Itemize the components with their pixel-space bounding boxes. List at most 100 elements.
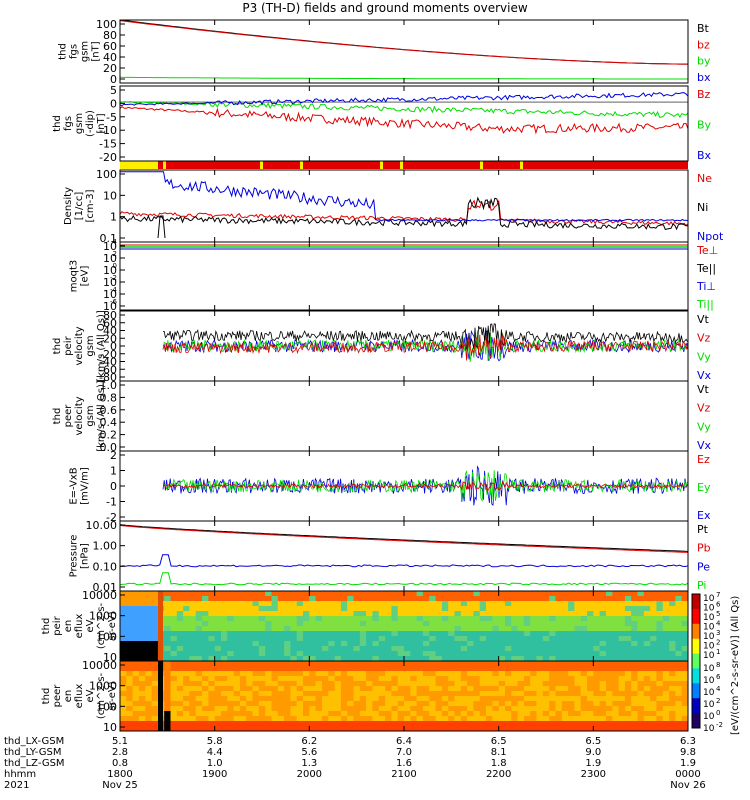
- spectrogram-cell: [176, 701, 184, 707]
- spectrogram-cell: [284, 636, 291, 642]
- spectrogram-cell: [681, 636, 689, 642]
- spectrogram-cell: [429, 611, 436, 617]
- spectrogram-cell: [284, 686, 291, 692]
- spectrogram-cell: [145, 711, 152, 717]
- spectrogram-cell: [315, 706, 323, 712]
- spectrogram-cell: [599, 691, 607, 697]
- spectrogram-cell: [530, 686, 537, 692]
- spectrogram-cell: [441, 661, 449, 667]
- spectrogram-cell: [208, 626, 216, 632]
- spectrogram-cell: [511, 726, 519, 732]
- spectrogram-cell: [328, 596, 336, 602]
- spectrogram-cell: [404, 671, 411, 677]
- spectrogram-cell: [523, 656, 531, 662]
- spectrogram-cell: [574, 681, 582, 687]
- spectrogram-cell: [681, 686, 689, 692]
- spectrogram-cell: [612, 691, 620, 697]
- spectrogram-cell: [138, 606, 146, 612]
- spectrogram-cell: [366, 646, 373, 652]
- spectrogram-cell: [258, 601, 266, 607]
- spectrogram-cell: [505, 696, 512, 702]
- spectrogram-cell: [195, 591, 203, 597]
- spectrogram-cell: [347, 686, 354, 692]
- spectrogram-cell: [258, 661, 266, 667]
- spectrogram-cell: [359, 696, 367, 702]
- spectrogram-cell: [391, 626, 399, 632]
- spectrogram-cell: [391, 696, 399, 702]
- spectrogram-cell: [176, 681, 184, 687]
- spectrogram-cell: [517, 686, 525, 692]
- spectrogram-cell: [536, 631, 544, 637]
- spectrogram-cell: [656, 641, 664, 647]
- spectrogram-cell: [498, 686, 506, 692]
- spectrogram-cell: [214, 621, 222, 627]
- spectrogram-cell: [347, 696, 354, 702]
- spectrogram-cell: [656, 606, 664, 612]
- spectrogram-cell: [221, 711, 228, 717]
- spectrogram-cell: [372, 636, 380, 642]
- y-axis-label: [km/s (All Qs)]: [96, 380, 107, 452]
- spectrogram-cell: [385, 671, 392, 677]
- spectrogram-cell: [208, 686, 216, 692]
- spectrogram-cell: [284, 716, 291, 722]
- spectrogram-cell: [120, 621, 127, 627]
- spectrogram-cell: [650, 691, 657, 697]
- spectrogram-cell: [473, 666, 481, 672]
- spectrogram-cell: [271, 621, 279, 627]
- spectrogram-cell: [334, 661, 342, 667]
- spectrogram-cell: [530, 591, 537, 597]
- spectrogram-cell: [612, 661, 620, 667]
- spectrogram-cell: [479, 716, 487, 722]
- spectrogram-cell: [454, 696, 462, 702]
- y-tick-exponent: 4: [113, 238, 118, 246]
- spectrogram-cell: [359, 621, 367, 627]
- spectrogram-cell: [385, 716, 392, 722]
- spectrogram-cell: [322, 601, 329, 607]
- spectrogram-cell: [555, 701, 563, 707]
- spectrogram-cell: [473, 606, 481, 612]
- spectrogram-cell: [145, 656, 152, 662]
- spectrogram-cell: [593, 656, 601, 662]
- spectrogram-cell: [593, 601, 601, 607]
- spectrogram-cell: [340, 726, 348, 732]
- spectrogram-cell: [568, 631, 575, 637]
- spectrogram-cell: [669, 646, 676, 652]
- spectrogram-cell: [385, 616, 392, 622]
- spectrogram-cell: [574, 631, 582, 637]
- spectrogram-cell: [561, 636, 569, 642]
- spectrogram-cell: [145, 686, 152, 692]
- spectrogram-cell: [246, 656, 253, 662]
- spectrogram-cell: [221, 726, 228, 732]
- spectrogram-cell: [631, 721, 638, 727]
- spectrogram-cell: [347, 606, 354, 612]
- spectrogram-cell: [467, 711, 474, 717]
- spectrogram-cell: [618, 596, 626, 602]
- spectrogram-cell: [454, 646, 462, 652]
- spectrogram-cell: [568, 676, 575, 682]
- spectrogram-cell: [492, 601, 500, 607]
- spectrogram-cell: [511, 656, 519, 662]
- spectrogram-cell: [277, 641, 285, 647]
- spectrogram-cell: [536, 591, 544, 597]
- spectrogram-cell: [315, 726, 323, 732]
- spectrogram-cell: [120, 601, 127, 607]
- spectrogram-cell: [120, 671, 127, 677]
- spectrogram-cell: [246, 651, 253, 657]
- spectrogram-cell: [170, 616, 178, 622]
- spectrogram-cell: [138, 596, 146, 602]
- y-tick-label: 0: [110, 73, 117, 86]
- spectrogram-cell: [542, 691, 550, 697]
- spectrogram-cell: [681, 646, 689, 652]
- spectrogram-cell: [214, 726, 222, 732]
- spectrogram-cell: [309, 726, 317, 732]
- spectrogram-cell: [315, 691, 323, 697]
- spectrogram-cell: [662, 621, 670, 627]
- spectrogram-cell: [618, 666, 626, 672]
- spectrogram-cell: [290, 671, 298, 677]
- spectrogram-cell: [138, 636, 146, 642]
- spectrogram-cell: [120, 626, 127, 632]
- spectrogram-cell: [340, 631, 348, 637]
- spectrogram-cell: [315, 636, 323, 642]
- spectrogram-cell: [202, 611, 209, 617]
- spectrogram-cell: [637, 616, 645, 622]
